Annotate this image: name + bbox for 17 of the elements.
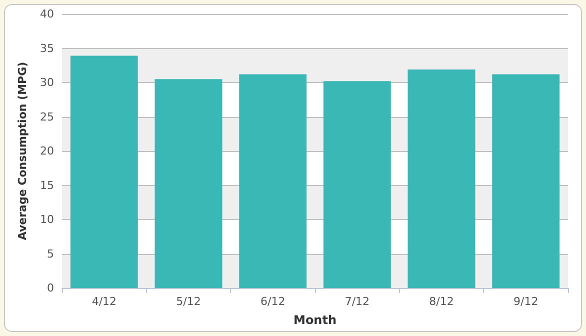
x-tick-label: 7/12	[344, 295, 370, 308]
x-tick-label: 5/12	[176, 295, 201, 308]
x-tick-label: 4/12	[92, 295, 117, 308]
x-axis-title: Month	[293, 313, 337, 327]
y-tick-label: 0	[47, 282, 54, 294]
y-axis-title: Average Consumption (MPG)	[16, 62, 29, 240]
y-tick-label: 15	[40, 178, 54, 192]
y-tick-label: 20	[40, 144, 54, 158]
x-tick-label: 8/12	[429, 295, 454, 308]
y-tick-label: 10	[40, 213, 54, 226]
y-tick-label: 30	[40, 76, 54, 89]
x-tick-label: 6/12	[260, 295, 286, 308]
y-tick-label: 5	[47, 247, 54, 260]
y-tick-label: 40	[40, 8, 54, 20]
y-tick-label: 35	[40, 42, 54, 55]
x-tick-label: 9/12	[513, 295, 538, 308]
y-tick-label: 25	[40, 110, 54, 124]
